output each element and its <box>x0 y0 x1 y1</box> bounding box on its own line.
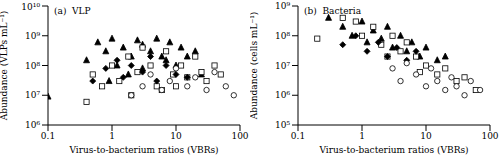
svg-text:10⁸: 10⁸ <box>275 31 290 41</box>
svg-text:10: 10 <box>170 131 182 141</box>
svg-text:10⁷: 10⁷ <box>25 90 40 100</box>
svg-text:1: 1 <box>109 131 115 141</box>
svg-text:10⁹: 10⁹ <box>25 31 40 41</box>
svg-text:0.1: 0.1 <box>291 131 305 141</box>
svg-text:10⁹: 10⁹ <box>275 1 290 11</box>
svg-text:10⁶: 10⁶ <box>25 120 40 130</box>
svg-text:Virus-to-bacterium ratios (VBR: Virus-to-bacterium ratios (VBRs) <box>318 145 468 155</box>
svg-text:10⁶: 10⁶ <box>275 90 290 100</box>
svg-text:Abundance (VLPs mL⁻¹): Abundance (VLPs mL⁻¹) <box>8 11 9 122</box>
svg-text:0.1: 0.1 <box>41 131 55 141</box>
svg-text:10⁵: 10⁵ <box>275 120 290 130</box>
svg-text:10¹⁰: 10¹⁰ <box>21 2 40 12</box>
html-text:(a) VLP: (a) VLP <box>54 6 91 16</box>
html-text:(b) Bacteria: (b) Bacteria <box>304 6 361 16</box>
svg-text:Virus-to-bacterium ratios (VBR: Virus-to-bacterium ratios (VBRs) <box>68 145 218 155</box>
svg-text:100: 100 <box>481 131 492 141</box>
svg-text:Abundance (cells mL⁻¹): Abundance (cells mL⁻¹) <box>250 12 259 121</box>
svg-text:1: 1 <box>359 131 365 141</box>
svg-text:10⁸: 10⁸ <box>25 61 40 71</box>
svg-text:10⁷: 10⁷ <box>275 61 290 71</box>
svg-text:100: 100 <box>231 131 248 141</box>
svg-text:10: 10 <box>420 131 432 141</box>
